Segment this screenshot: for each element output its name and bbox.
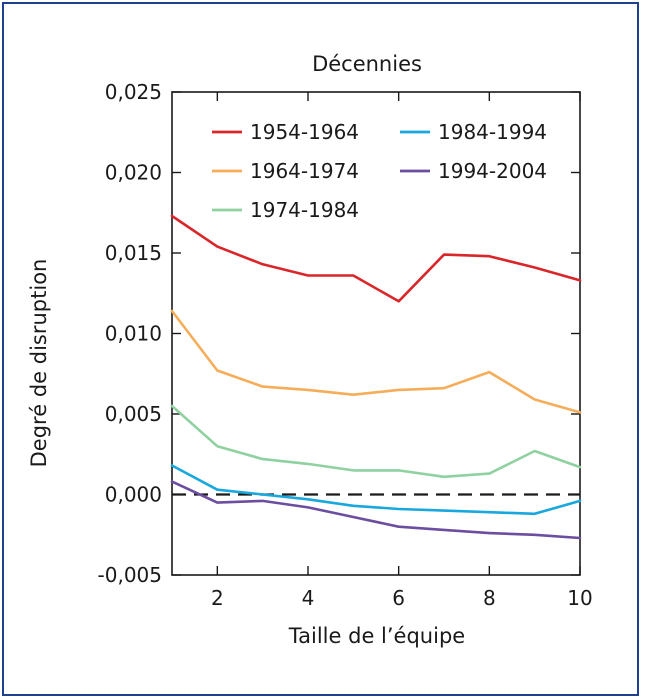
y-tick-label: 0,015 bbox=[105, 241, 162, 265]
legend-label: 1954-1964 bbox=[250, 120, 359, 144]
x-axis-label: Taille de l’équipe bbox=[288, 624, 465, 648]
legend-label: 1994-2004 bbox=[438, 159, 547, 183]
legend-label: 1984-1994 bbox=[438, 120, 547, 144]
series-line-1954-1964 bbox=[170, 214, 582, 303]
x-tick-label: 2 bbox=[211, 586, 224, 610]
y-tick-label: 0,025 bbox=[105, 80, 162, 104]
legend-label: 1964-1974 bbox=[250, 159, 359, 183]
y-tick-label: 0,020 bbox=[105, 161, 162, 185]
y-tick-label: -0,005 bbox=[98, 563, 162, 587]
x-tick-label: 8 bbox=[483, 586, 496, 610]
x-tick-label: 10 bbox=[567, 586, 592, 610]
x-tick-label: 4 bbox=[302, 586, 315, 610]
x-tick-label: 6 bbox=[392, 586, 405, 610]
y-tick-label: 0,005 bbox=[105, 402, 162, 426]
series-line-1994-2004 bbox=[170, 480, 582, 540]
chart-title: Décennies bbox=[312, 52, 422, 76]
legend-label: 1974-1984 bbox=[250, 198, 359, 222]
y-tick-label: 0,000 bbox=[105, 483, 162, 507]
series-line-1974-1984 bbox=[170, 404, 582, 479]
figure-frame bbox=[2, 2, 639, 696]
series-line-1964-1974 bbox=[170, 309, 582, 414]
series-line-1984-1994 bbox=[170, 464, 582, 516]
y-tick-label: 0,010 bbox=[105, 322, 162, 346]
y-axis-label: Degré de disruption bbox=[27, 259, 51, 468]
